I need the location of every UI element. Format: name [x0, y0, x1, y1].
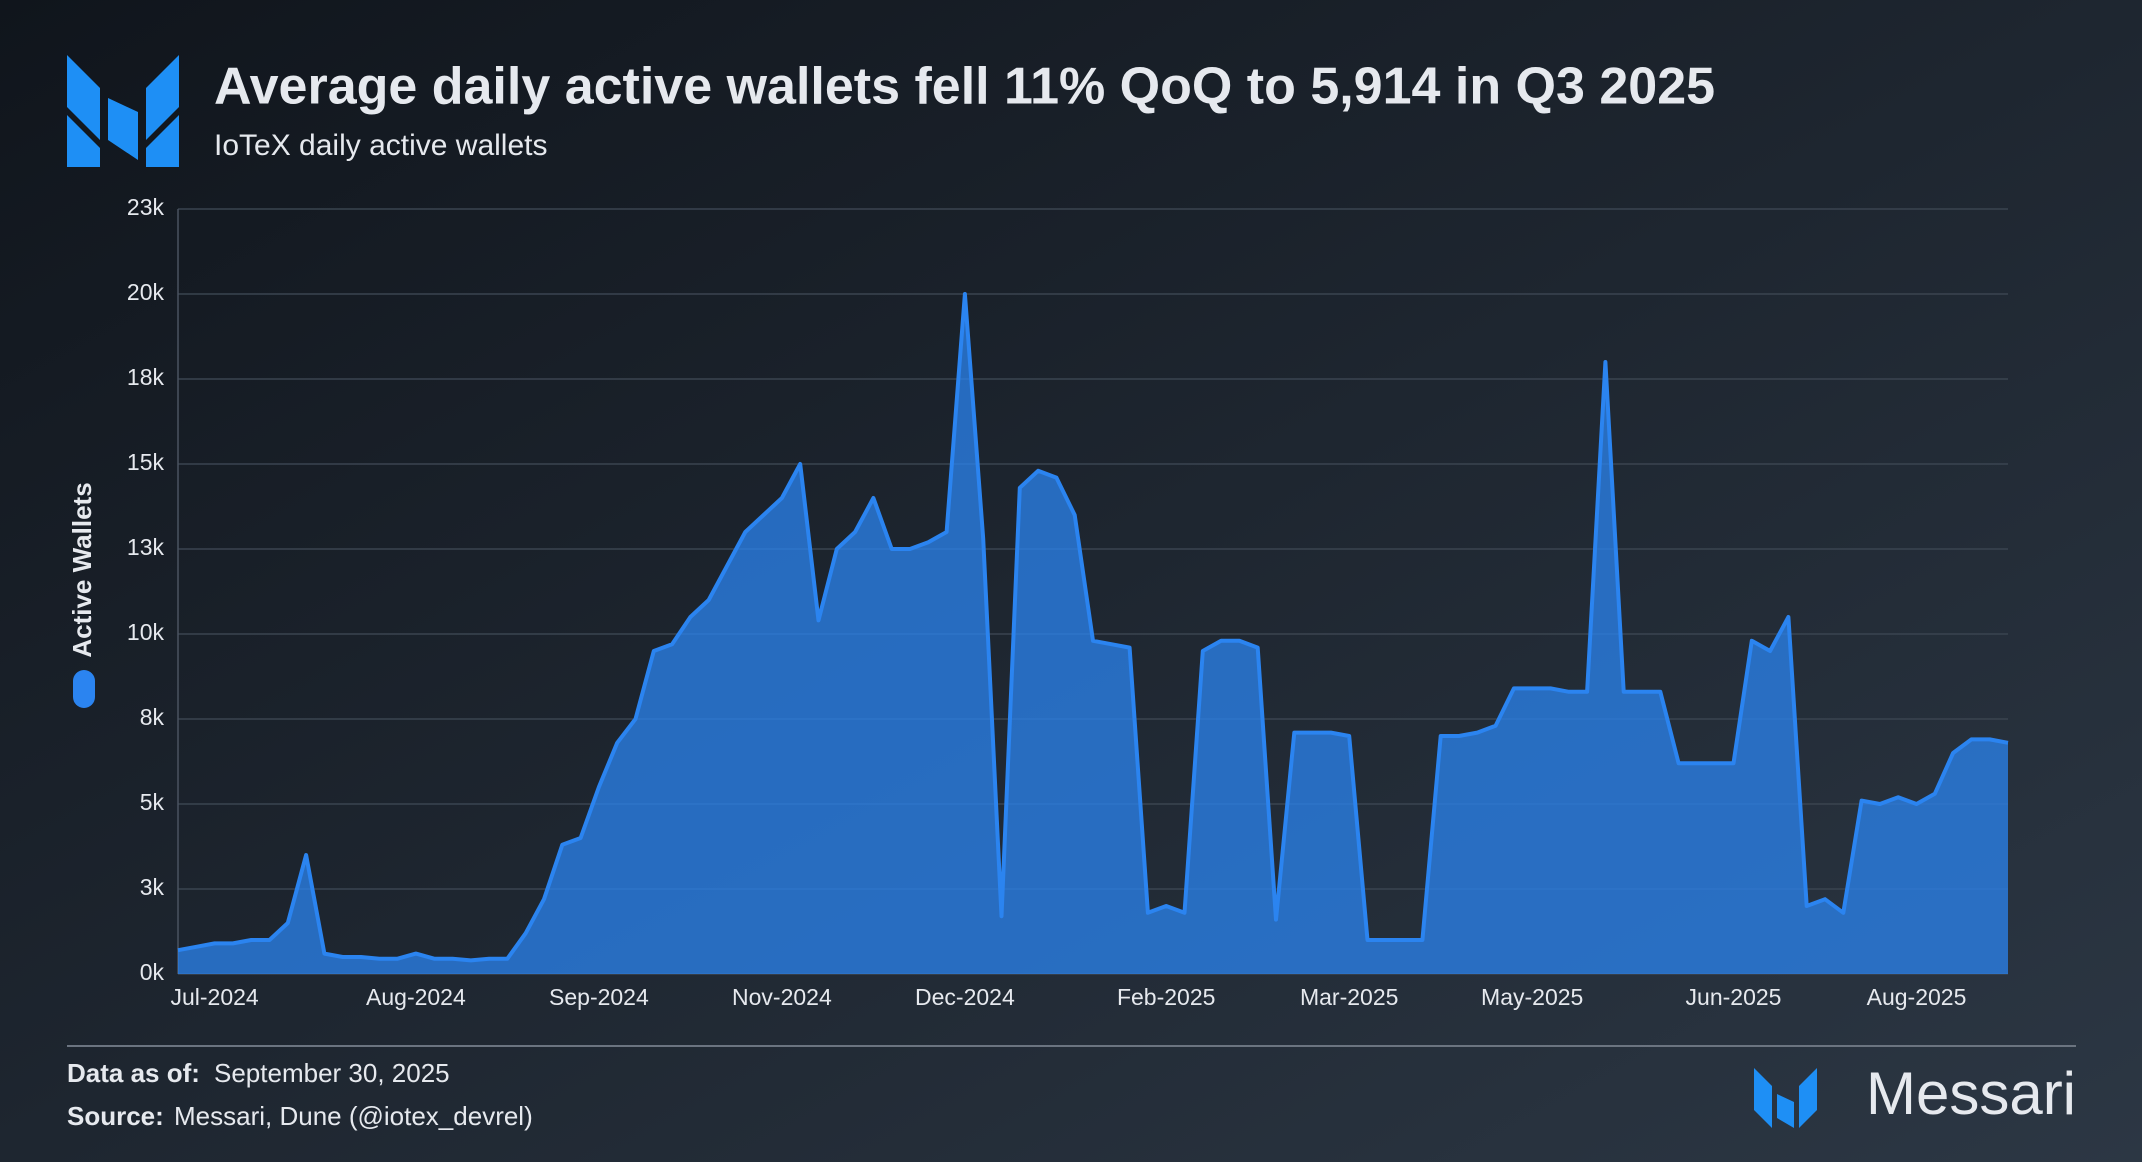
chart-title: Average daily active wallets fell 11% Qo…: [214, 58, 1715, 116]
y-tick-label: 15k: [127, 449, 165, 475]
area: [178, 294, 2008, 974]
x-tick-label: May-2025: [1481, 984, 1583, 1010]
y-tick-label: 10k: [127, 619, 165, 645]
x-tick-label: Aug-2024: [366, 984, 466, 1010]
y-tick-label: 18k: [127, 364, 165, 390]
legend-label: Active Wallets: [67, 482, 97, 657]
date-label: Data as of:: [67, 1058, 200, 1088]
source-label: Source:: [67, 1101, 164, 1131]
x-tick-label: Mar-2025: [1300, 984, 1398, 1010]
legend-swatch: [73, 670, 95, 708]
y-tick-label: 23k: [127, 194, 165, 220]
line: [177, 292, 2009, 963]
x-tick-label: Jul-2024: [170, 984, 258, 1010]
chart-subtitle: IoTeX daily active wallets: [214, 129, 548, 162]
x-tick-label: Feb-2025: [1117, 984, 1215, 1010]
x-tick-label: Nov-2024: [732, 984, 832, 1010]
brand: Messari: [1866, 1060, 2076, 1127]
x-tick-label: Sep-2024: [549, 984, 649, 1010]
source: Messari, Dune (@iotex_devrel): [174, 1101, 533, 1131]
y-tick-label: 13k: [127, 534, 165, 560]
x-tick-label: Dec-2024: [915, 984, 1015, 1010]
x-tick-label: Jun-2025: [1686, 984, 1782, 1010]
logo: [67, 55, 179, 167]
y-tick-label: 20k: [127, 279, 165, 305]
date: September 30, 2025: [214, 1058, 450, 1088]
y-tick-label: 0k: [140, 959, 165, 985]
y-tick-label: 3k: [140, 874, 165, 900]
x-tick-label: Aug-2025: [1867, 984, 1967, 1010]
y-tick-label: 8k: [140, 704, 165, 730]
y-tick-label: 5k: [140, 789, 165, 815]
brand-logo: [1754, 1068, 1817, 1128]
